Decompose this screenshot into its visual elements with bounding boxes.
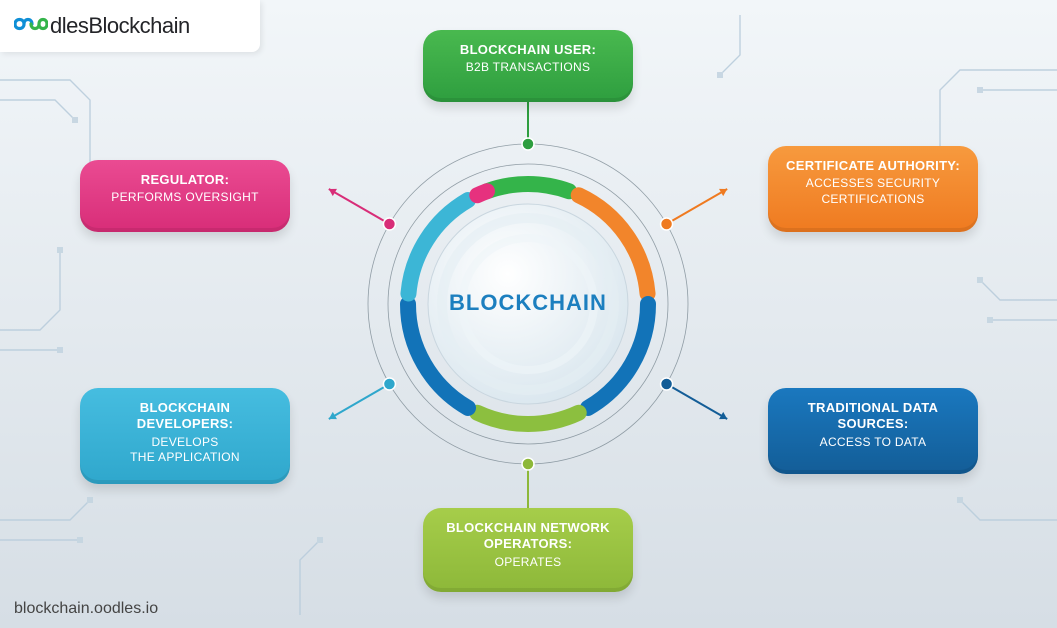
- node-title: BLOCKCHAIN NETWORKOPERATORS:: [437, 520, 619, 553]
- node-user: BLOCKCHAIN USER: B2B TRANSACTIONS: [423, 30, 633, 102]
- node-data: TRADITIONAL DATASOURCES: ACCESS TO DATA: [768, 388, 978, 474]
- logo-infinity-icon: [14, 14, 48, 39]
- node-subtitle: DEVELOPSTHE APPLICATION: [94, 435, 276, 466]
- node-title: REGULATOR:: [94, 172, 276, 188]
- node-subtitle: ACCESS TO DATA: [782, 435, 964, 451]
- node-title: BLOCKCHAINDEVELOPERS:: [94, 400, 276, 433]
- node-operator: BLOCKCHAIN NETWORKOPERATORS: OPERATES: [423, 508, 633, 592]
- node-subtitle: ACCESSES SECURITYCERTIFICATIONS: [782, 176, 964, 207]
- logo-text: dlesBlockchain: [50, 13, 190, 39]
- node-subtitle: PERFORMS OVERSIGHT: [94, 190, 276, 206]
- diagram-canvas: dlesBlockchain BLOCKCHAIN USER: B2B TRANS…: [0, 0, 1057, 628]
- node-dev: BLOCKCHAINDEVELOPERS:DEVELOPSTHE APPLICA…: [80, 388, 290, 484]
- node-regulator: REGULATOR: PERFORMS OVERSIGHT: [80, 160, 290, 232]
- node-title: CERTIFICATE AUTHORITY:: [782, 158, 964, 174]
- logo: dlesBlockchain: [0, 0, 260, 52]
- node-title: TRADITIONAL DATASOURCES:: [782, 400, 964, 433]
- node-subtitle: OPERATES: [437, 555, 619, 571]
- footer-url: blockchain.oodles.io: [14, 600, 158, 618]
- node-cert: CERTIFICATE AUTHORITY: ACCESSES SECURITYC…: [768, 146, 978, 232]
- node-title: BLOCKCHAIN USER:: [437, 42, 619, 58]
- center-label: BLOCKCHAIN: [438, 290, 618, 316]
- node-subtitle: B2B TRANSACTIONS: [437, 60, 619, 76]
